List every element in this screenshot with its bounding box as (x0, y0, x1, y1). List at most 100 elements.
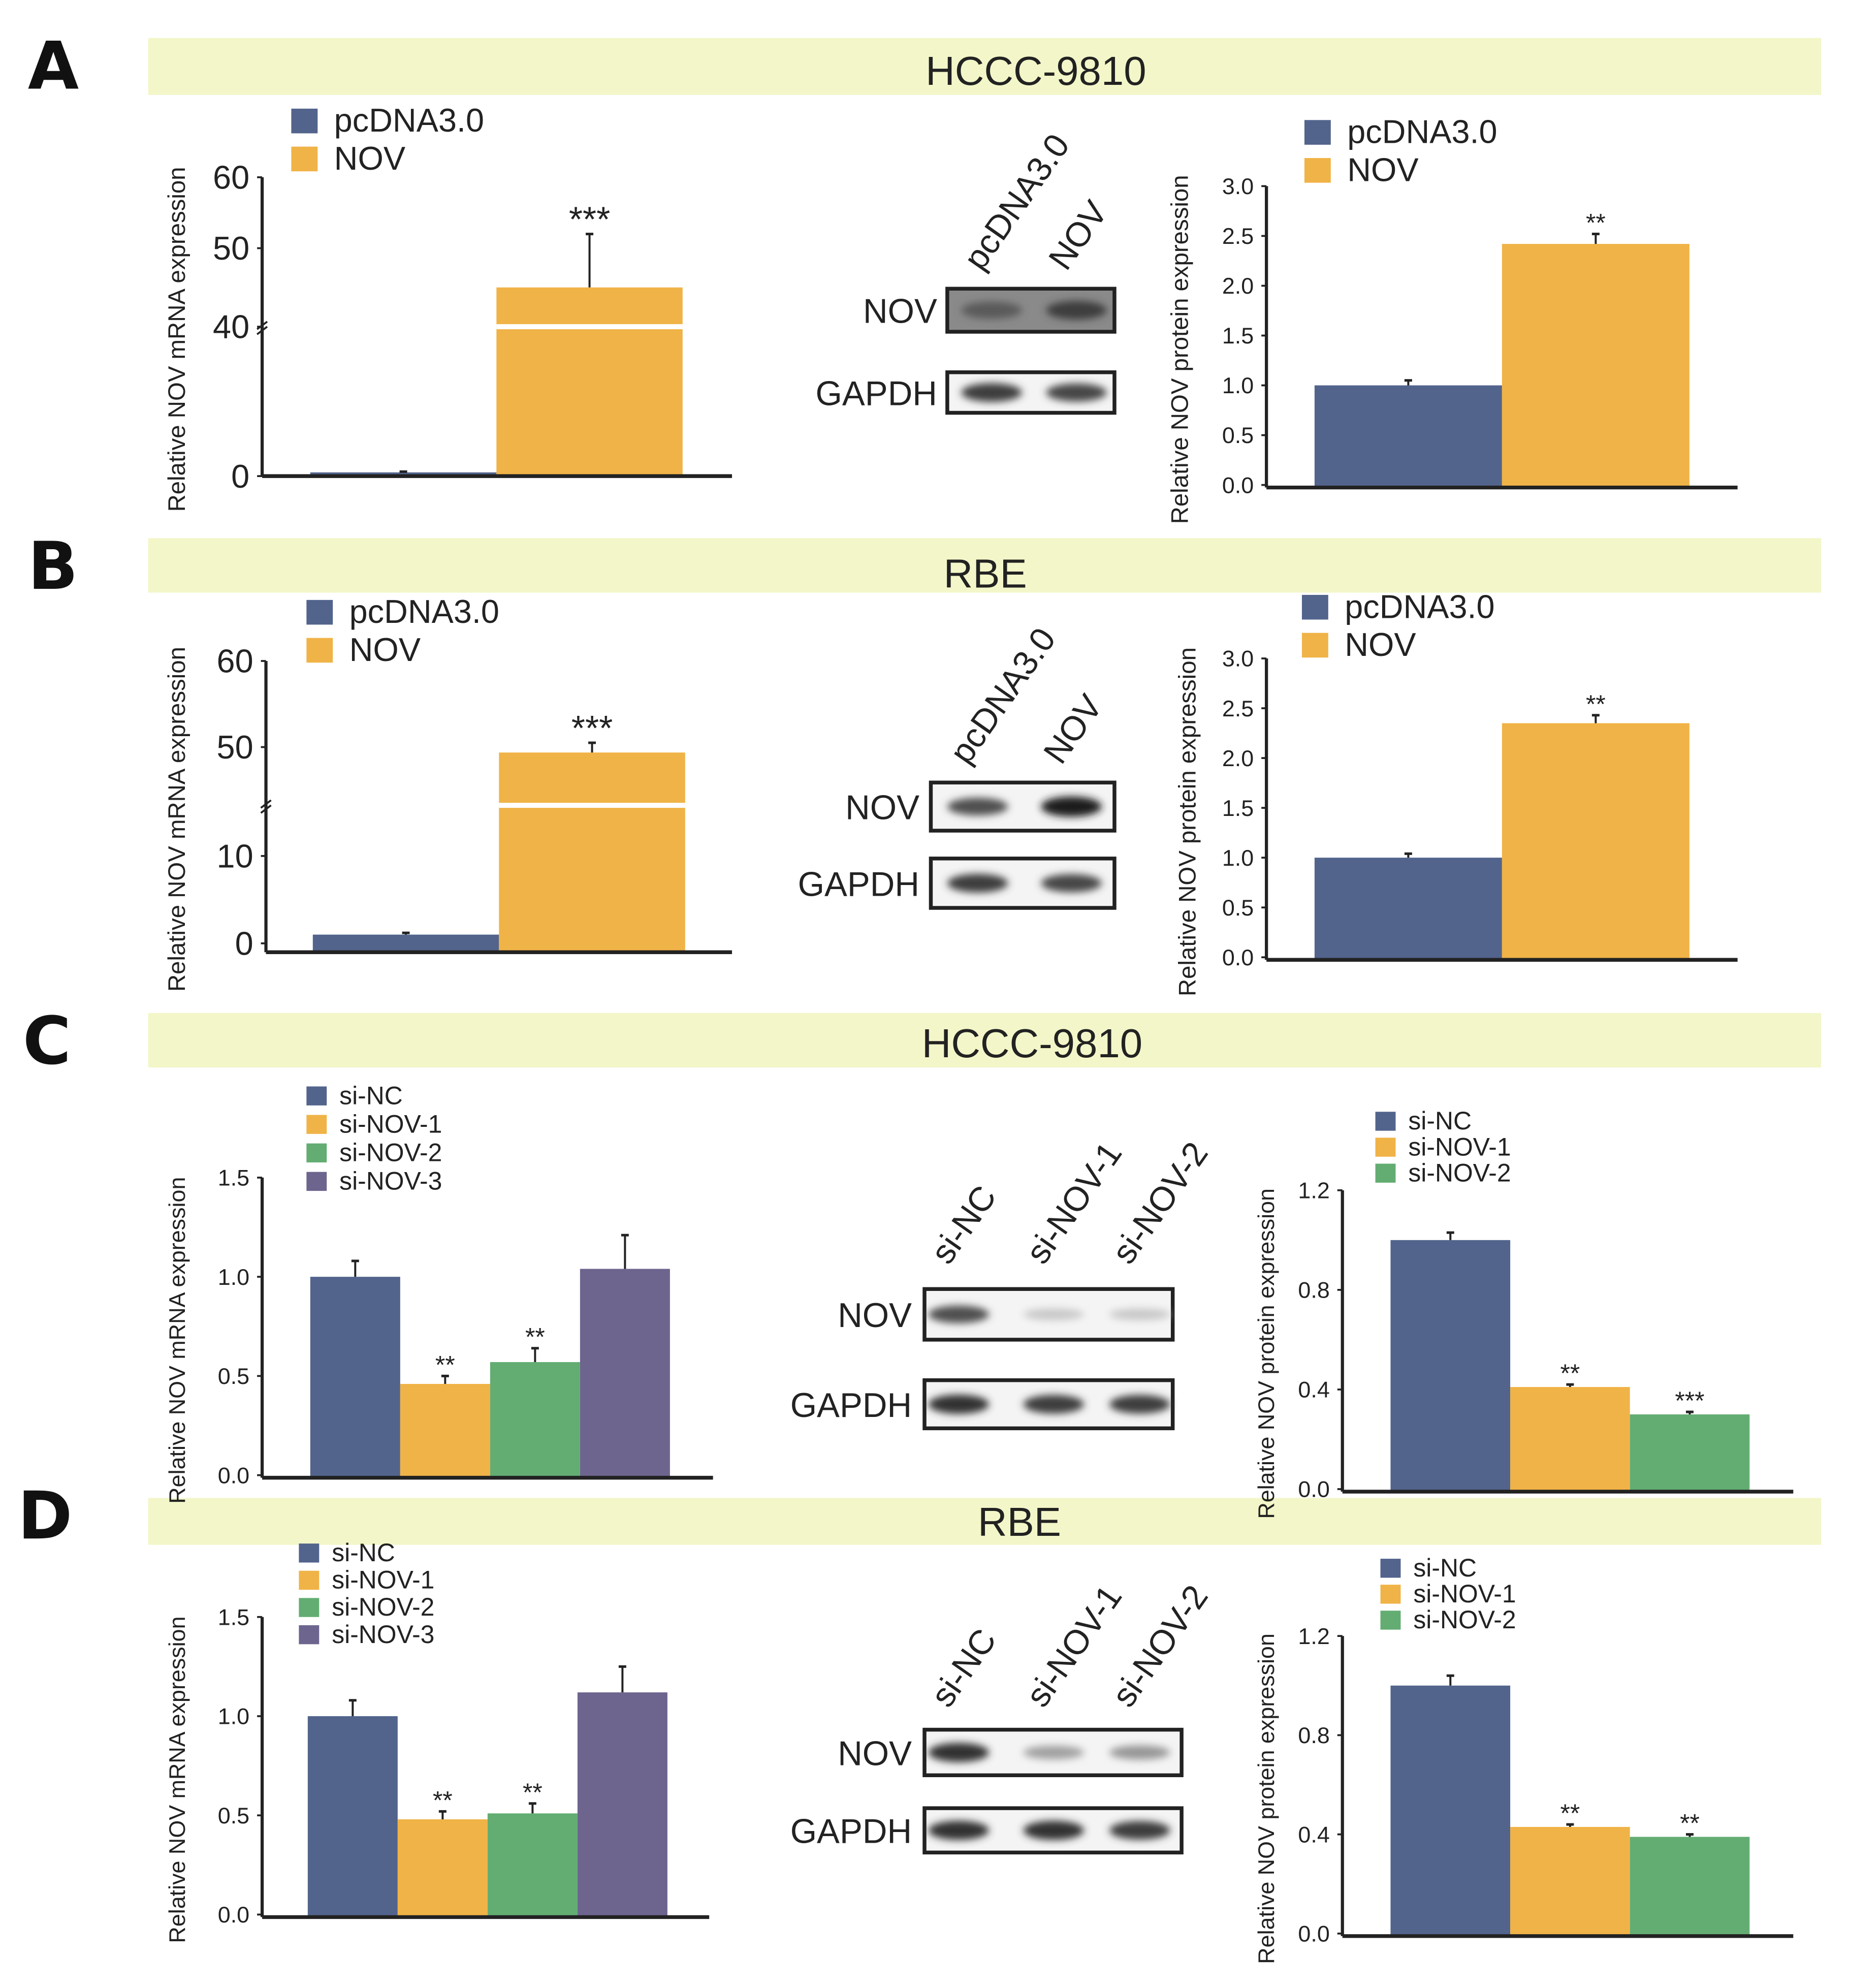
legend-swatch (1304, 158, 1331, 183)
significance-label: ** (1586, 209, 1606, 237)
title-banner (148, 538, 1822, 593)
y-tick-label: 1.2 (1298, 1623, 1329, 1649)
panel-letter: C (23, 1003, 71, 1080)
blot-band (1023, 1308, 1085, 1320)
blot-row-label: GAPDH (816, 375, 937, 413)
y-tick-label: 50 (213, 230, 249, 267)
bar-si-nov-1 (1510, 1826, 1630, 1936)
y-tick-label: 60 (213, 159, 249, 196)
blot-band (1109, 1821, 1170, 1840)
blot-band (947, 798, 1008, 816)
title-banner (148, 38, 1822, 95)
legend-label: si-NOV-2 (1413, 1605, 1516, 1634)
y-tick-label: 0.0 (218, 1462, 249, 1488)
bar-si-nov-1 (400, 1383, 490, 1478)
significance-label: ** (433, 1786, 453, 1814)
legend-label: si-NOV-1 (332, 1566, 434, 1594)
y-tick-label: 1.2 (1298, 1178, 1329, 1204)
bar-chart-C-mrna: ** ** 0.0 0.5 1.0 1.5 Relative NOV mRNA expres… (164, 1081, 713, 1504)
blot-band (1046, 383, 1107, 402)
legend-label: si-NOV-2 (1408, 1158, 1511, 1187)
blot-band (1109, 1745, 1170, 1760)
y-tick-label: 0.0 (1222, 944, 1254, 970)
legend-label: si-NOV-2 (339, 1138, 442, 1166)
y-axis-label: Relative NOV mRNA expression (164, 167, 190, 512)
legend-swatch (306, 1172, 327, 1191)
panel-title: HCCC-9810 (926, 48, 1146, 93)
bar-si-nov-3 (577, 1692, 667, 1917)
y-tick-label: 1.5 (1222, 323, 1254, 349)
legend-label: si-NC (332, 1538, 395, 1567)
bar-si-nc (1390, 1240, 1511, 1492)
legend-label: si-NOV-2 (332, 1593, 434, 1621)
significance-label: ** (523, 1778, 543, 1807)
significance-label: ** (525, 1323, 545, 1351)
bar-si-nov-1 (397, 1819, 488, 1917)
legend-label: si-NC (339, 1081, 403, 1110)
bar-si-nov-2 (490, 1362, 580, 1478)
legend-swatch (1301, 633, 1328, 658)
y-tick-label: 1.5 (218, 1165, 249, 1191)
y-tick-label: 3.0 (1222, 173, 1254, 199)
legend-swatch (1380, 1611, 1401, 1630)
blot-row-label: GAPDH (798, 865, 919, 903)
lane-label: NOV (1036, 688, 1110, 771)
y-tick-label: 2.5 (1222, 696, 1254, 721)
legend-swatch (306, 1143, 327, 1162)
blot-band (947, 873, 1008, 893)
axis-break-gap (496, 324, 683, 330)
bar-si-nov-1 (1510, 1387, 1630, 1492)
y-tick-label: 0.4 (1298, 1377, 1329, 1403)
y-tick-label: 1.0 (218, 1703, 249, 1729)
legend-swatch (1380, 1585, 1401, 1604)
lane-label: si-NC (923, 1179, 1004, 1271)
y-axis-label: Relative NOV protein expression (1167, 175, 1194, 524)
blot-row-label: GAPDH (790, 1386, 912, 1425)
y-tick-label: 1.5 (218, 1604, 249, 1630)
legend-swatch (1375, 1112, 1396, 1131)
significance-label: ** (1680, 1809, 1700, 1838)
bar-si-nov-2 (487, 1813, 578, 1917)
y-tick-label: 0.5 (1222, 895, 1254, 921)
blot-band (1046, 301, 1107, 320)
y-axis-label: Relative NOV protein expression (1253, 1633, 1279, 1964)
bar-chart-A-protein: ** 0.0 0.5 1.0 1.5 2.0 2.5 3.0 Relative NOV prot… (1167, 113, 1738, 524)
y-tick-label: 0.0 (1298, 1921, 1329, 1947)
blot-band (1023, 1395, 1085, 1414)
title-banner (148, 1013, 1822, 1068)
legend-label: si-NC (1408, 1107, 1472, 1135)
legend-label: si-NOV-3 (332, 1620, 434, 1649)
y-tick-label: 0.0 (1222, 472, 1254, 498)
significance-label: *** (569, 200, 610, 239)
blot-band (1109, 1308, 1170, 1320)
y-tick-label: 0.4 (1298, 1821, 1329, 1847)
blot-band (928, 1820, 990, 1840)
blot-band (1041, 796, 1102, 817)
legend-swatch (306, 638, 333, 663)
bar-pcdna3-0 (1314, 858, 1502, 960)
y-tick-label: 0.8 (1298, 1722, 1329, 1748)
blot-row-label: NOV (863, 293, 937, 331)
legend-label: NOV (334, 140, 405, 177)
y-tick-label: 0.8 (1298, 1277, 1329, 1303)
bar-si-nc (310, 1277, 400, 1478)
blot-band (928, 1395, 990, 1414)
y-tick-label: 3.0 (1222, 646, 1254, 672)
bar-nov (499, 752, 685, 953)
y-tick-label: 0 (235, 925, 253, 962)
y-tick-label: 10 (217, 838, 253, 875)
blot-band (961, 383, 1022, 402)
y-tick-label: 0.5 (218, 1803, 249, 1828)
legend-swatch (291, 146, 318, 172)
bar-pcdna3-0 (1314, 385, 1502, 488)
legend-swatch (291, 108, 318, 134)
bar-nov (1502, 723, 1689, 960)
legend-label: pcDNA3.0 (334, 102, 484, 139)
y-tick-label: 40 (213, 308, 249, 345)
bar-pcdna3-0 (312, 934, 499, 953)
legend-label: pcDNA3.0 (1345, 588, 1494, 625)
